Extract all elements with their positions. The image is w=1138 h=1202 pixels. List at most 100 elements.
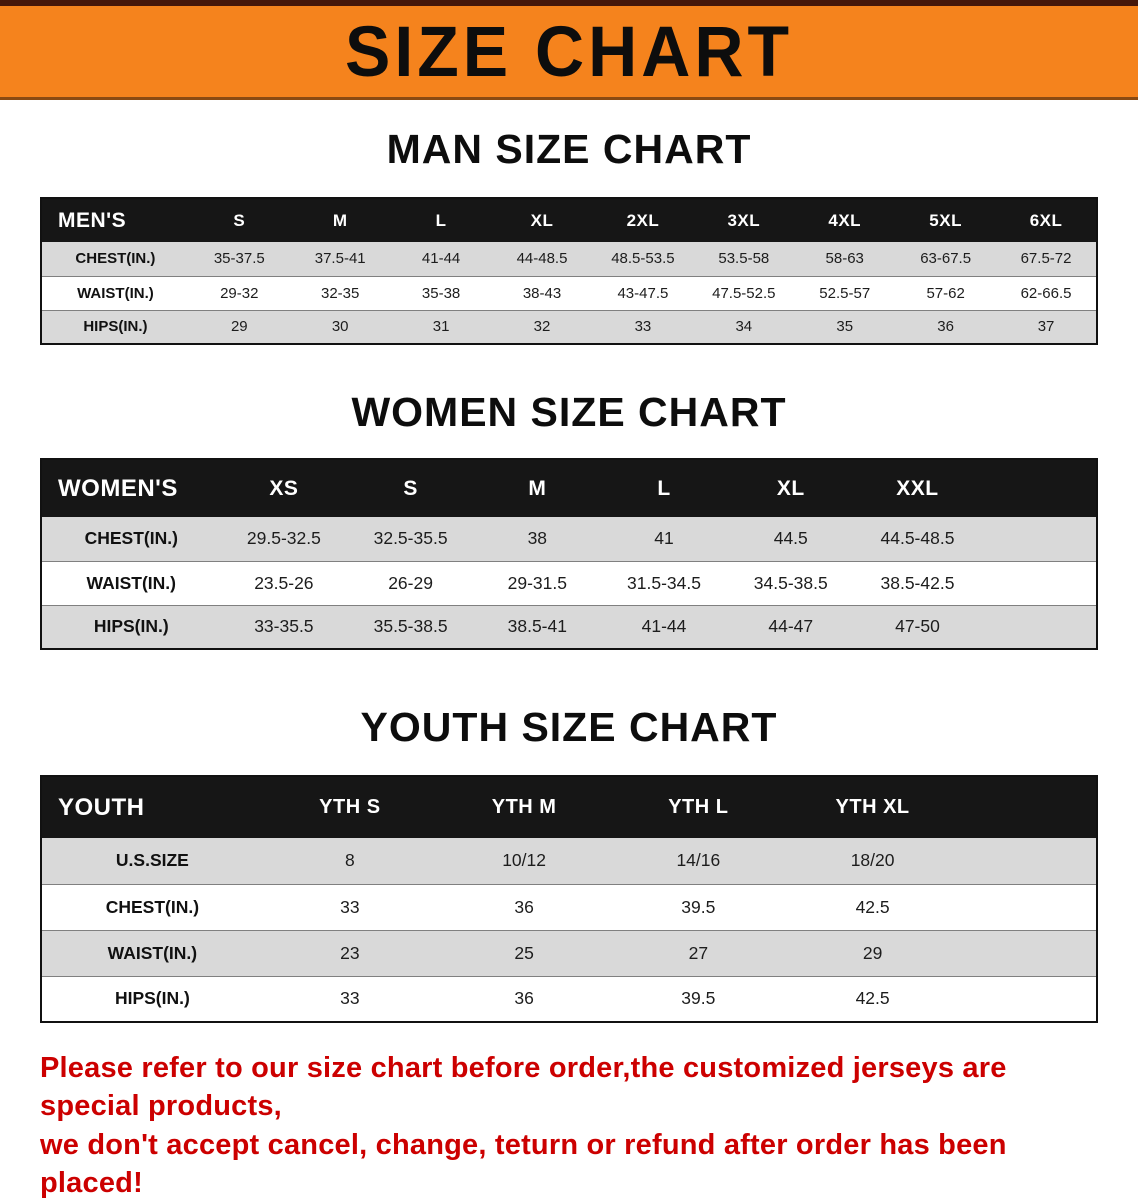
size-value-cell: 33 (634, 318, 652, 336)
row-label: CHEST(IN.) (75, 250, 156, 268)
measurement-row: WAIST(IN.) 23 25 27 29 (41, 930, 1097, 976)
size-column-header: YTH L (611, 776, 786, 838)
size-value-cell: 31.5-34.5 (627, 572, 701, 593)
size-value-cell: 14/16 (676, 850, 721, 871)
filler-cell (960, 930, 1097, 976)
size-column-header: L (600, 459, 728, 517)
size-column-header: XS (220, 459, 348, 517)
table-corner-label: YOUTH (41, 776, 263, 838)
size-value-cell: 53.5-58 (718, 250, 770, 268)
size-value-cell: 43-47.5 (617, 284, 669, 302)
size-value-cell: 27 (688, 942, 709, 963)
size-value-cell: 52.5-57 (819, 284, 871, 302)
size-value-cell: 39.5 (681, 988, 716, 1009)
size-value-cell: 37.5-41 (314, 250, 366, 268)
filler-cell (960, 976, 1097, 1022)
size-column-header: 5XL (895, 198, 997, 242)
size-value-cell: 29-31.5 (507, 572, 567, 593)
size-value-cell: 58-63 (825, 250, 864, 268)
size-value-cell: 33 (340, 988, 360, 1009)
size-column-header: S (347, 459, 474, 517)
size-column-header: S (188, 198, 290, 242)
footer-note-line2: we don't accept cancel, change, teturn o… (40, 1128, 1007, 1199)
size-value-cell: 47-50 (895, 616, 940, 637)
size-value-cell: 10/12 (502, 850, 546, 871)
filler-cell (981, 517, 1097, 561)
men-size-table: MEN'S S M L XL 2XL 3XL 4XL 5XL 6XL CHEST(IN.) 35-37… (40, 197, 1098, 345)
size-value-cell: 29-32 (220, 284, 259, 302)
size-value-cell: 44-47 (768, 616, 814, 637)
size-value-cell: 41-44 (421, 250, 461, 268)
size-value-cell: 38 (527, 528, 548, 549)
size-value-cell: 18/20 (850, 850, 895, 871)
size-column-header: XL (491, 198, 593, 242)
youth-size-table: YOUTH YTH S YTH M YTH L YTH XL U.S.SIZE 8 10/12… (40, 775, 1098, 1023)
man-size-chart-section: MAN SIZE CHART MEN'S S M L XL 2XL 3XL 4XL 5XL 6XL… (0, 126, 1138, 345)
size-column-header: M (473, 459, 601, 517)
size-value-cell: 30 (331, 318, 349, 336)
size-value-cell: 32.5-35.5 (373, 528, 448, 549)
size-value-cell: 63-67.5 (920, 250, 972, 268)
size-value-cell: 25 (514, 942, 534, 963)
size-column-header: YTH M (436, 776, 612, 838)
row-label: CHEST(IN.) (105, 896, 200, 917)
size-column-header: XL (727, 459, 855, 517)
size-column-header: 6XL (996, 198, 1097, 242)
size-value-cell: 35.5-38.5 (373, 616, 448, 637)
banner-title: SIZE CHART (345, 11, 793, 92)
size-value-cell: 67.5-72 (1020, 250, 1072, 268)
size-column-header: YTH XL (785, 776, 960, 838)
measurement-row: HIPS(IN.) 33-35.5 35.5-38.5 38.5-41 41-44 44-… (41, 605, 1097, 649)
size-value-cell: 35-37.5 (213, 250, 265, 268)
filler-cell (981, 561, 1097, 605)
youth-size-chart-heading: YOUTH SIZE CHART (360, 704, 778, 750)
size-chart-banner: SIZE CHART (0, 0, 1138, 100)
size-value-cell: 29.5-32.5 (246, 528, 321, 549)
footer-note-line1: Please refer to our size chart before or… (40, 1052, 1007, 1123)
size-value-cell: 44-48.5 (516, 250, 568, 268)
women-size-table: WOMEN'S XS S M L XL XXL CHEST(IN.) 29.5-32.5 32.5… (40, 458, 1098, 650)
size-value-cell: 29 (230, 318, 248, 336)
size-column-header: 3XL (693, 198, 795, 242)
size-value-cell: 44.5 (773, 528, 808, 549)
size-value-cell: 38.5-41 (507, 616, 567, 637)
size-value-cell: 37 (1037, 318, 1055, 336)
filler-cell (960, 884, 1097, 930)
measurement-row: CHEST(IN.) 29.5-32.5 32.5-35.5 38 41 44.5 44.5… (41, 517, 1097, 561)
row-label: HIPS(IN.) (83, 318, 148, 336)
size-column-header: M (289, 198, 391, 242)
youth-size-chart-section: YOUTH SIZE CHART YOUTH YTH S YTH M YTH L YTH… (0, 704, 1138, 1023)
size-value-cell: 32-35 (321, 284, 360, 302)
size-value-cell: 36 (937, 318, 954, 336)
man-size-chart-heading: MAN SIZE CHART (386, 126, 752, 172)
size-column-header: XXL (854, 459, 981, 517)
table-corner-label: WOMEN'S (41, 459, 221, 517)
measurement-row: WAIST(IN.) 29-32 32-35 35-38 38-43 43-47.5 47.… (41, 276, 1097, 310)
table-header-row: WOMEN'S XS S M L XL XXL (41, 459, 1097, 517)
footer-note: Please refer to our size chart before or… (0, 1049, 1138, 1202)
size-value-cell: 38.5-42.5 (880, 572, 955, 593)
size-value-cell: 35 (836, 318, 854, 336)
row-label: WAIST(IN.) (86, 572, 176, 593)
size-value-cell: 33-35.5 (254, 616, 314, 637)
size-value-cell: 26-29 (388, 572, 433, 593)
measurement-row: U.S.SIZE 8 10/12 14/16 18/20 (41, 838, 1097, 884)
row-label: U.S.SIZE (115, 850, 189, 871)
row-label: WAIST(IN.) (77, 284, 154, 302)
women-size-chart-section: WOMEN SIZE CHART WOMEN'S XS S M L XL XXL CHEST(… (0, 389, 1138, 650)
size-value-cell: 33 (340, 896, 360, 917)
size-value-cell: 42.5 (855, 896, 890, 917)
size-value-cell: 8 (345, 850, 355, 871)
measurement-row: HIPS(IN.) 29 30 31 32 33 34 35 36 37 (41, 310, 1097, 344)
measurement-row: WAIST(IN.) 23.5-26 26-29 29-31.5 31.5-34.5 34… (41, 561, 1097, 605)
row-label: HIPS(IN.) (93, 616, 169, 637)
size-value-cell: 42.5 (855, 988, 890, 1009)
size-value-cell: 34.5-38.5 (753, 572, 828, 593)
size-value-cell: 29 (862, 942, 883, 963)
size-value-cell: 41-44 (641, 616, 687, 637)
size-value-cell: 36 (514, 988, 534, 1009)
filler-cell (981, 605, 1097, 649)
size-value-cell: 39.5 (681, 896, 716, 917)
filler-cell (960, 838, 1097, 884)
row-label: WAIST(IN.) (107, 942, 198, 963)
